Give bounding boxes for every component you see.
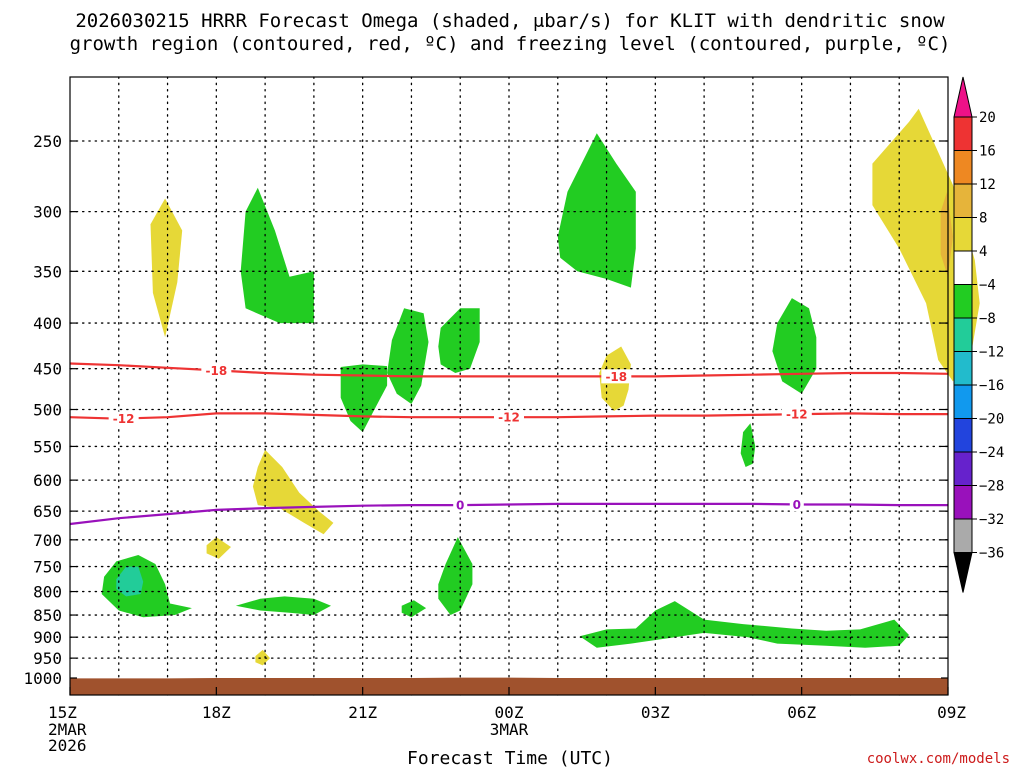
y-tick-label-850: 850	[33, 606, 62, 625]
colorbar-box-3	[953, 217, 973, 252]
x-tick-label-1: 18Z	[202, 703, 231, 722]
colorbar-label-7: −12	[979, 345, 1004, 361]
colorbar-box-2	[953, 183, 973, 218]
colorbar-label-13: −36	[979, 546, 1004, 562]
contour-label-bg-1-2	[781, 407, 812, 422]
contour-label-2-0: 0	[456, 499, 464, 513]
colorbar-legend: 20 16 12 8 4 −4 −8 −12 −16 −20 −24 −28 −32 −36	[953, 76, 1004, 593]
colorbar-label-1: 16	[979, 144, 996, 160]
x-tick-sublabel-0-0: 2MAR	[48, 720, 87, 739]
y-tick-label-900: 900	[33, 628, 62, 647]
omega-area-8	[740, 423, 756, 467]
site-credit: coolwx.com/models	[867, 751, 1010, 767]
omega-area-18	[579, 601, 909, 648]
x-tick-sublabel-3-0: 3MAR	[490, 720, 529, 739]
colorbar-label-4: 4	[979, 244, 987, 260]
colorbar-box-11	[953, 485, 973, 520]
y-tick-label-300: 300	[33, 203, 62, 222]
chart-title-line-2: growth region (contoured, red, ºC) and f…	[70, 33, 951, 55]
y-tick-label-550: 550	[33, 437, 62, 456]
temperature-contours: -18 -18 -12 -12 -12 0 0	[69, 362, 949, 526]
omega-area-15	[235, 596, 331, 615]
contour-label-bg-2-0	[453, 498, 468, 513]
colorbar-box-7	[953, 351, 973, 386]
y-tick-label-600: 600	[33, 471, 62, 490]
colorbar-box-10	[953, 451, 973, 486]
chart-title-line-1: 2026030215 HRRR Forecast Omega (shaded, …	[75, 10, 945, 32]
omega-area-0	[150, 198, 183, 338]
plot-gridlines	[69, 76, 949, 696]
contour-label-2-1: 0	[793, 498, 801, 512]
contour-label-1-2: -12	[786, 408, 808, 422]
x-tick-label-0: 15Z	[48, 703, 77, 722]
y-tick-label-700: 700	[33, 531, 62, 550]
omega-area-9	[872, 108, 980, 382]
omega-area-16	[401, 600, 427, 618]
x-tick-label-6: 09Z	[937, 703, 966, 722]
colorbar-box-6	[953, 317, 973, 352]
omega-area-17	[438, 537, 473, 615]
x-tick-label-5: 06Z	[787, 703, 816, 722]
colorbar-box-0	[953, 116, 973, 151]
contour-label-1-1: -12	[498, 411, 520, 425]
contour-label-0-1: -18	[605, 370, 627, 384]
contour-label-bg-1-1	[494, 410, 524, 425]
colorbar-label-8: −16	[979, 378, 1004, 394]
y-tick-label-800: 800	[33, 583, 62, 602]
omega-area-10	[940, 191, 953, 277]
x-axis-title: Forecast Time (UTC)	[407, 748, 613, 768]
colorbar-box-5	[953, 284, 973, 319]
y-tick-label-1000: 1000	[23, 669, 62, 688]
y-tick-label-750: 750	[33, 558, 62, 577]
omega-area-7	[772, 298, 817, 394]
omega-area-2	[387, 308, 429, 404]
colorbar-label-3: 8	[979, 211, 987, 227]
colorbar-label-0: 20	[979, 110, 996, 126]
contour-label-0-0: -18	[205, 364, 227, 378]
omega-area-12	[206, 537, 231, 559]
omega-area-3	[438, 308, 480, 373]
contour-label-bg-0-1	[601, 369, 632, 384]
contour-label-bg-2-1	[789, 497, 804, 512]
colorbar-label-5: −4	[979, 278, 996, 294]
contour-label-1-0: -12	[113, 412, 135, 426]
omega-area-14	[116, 566, 144, 597]
colorbar-label-10: −24	[979, 445, 1004, 461]
contour-label-bg-1-0	[108, 411, 139, 426]
colorbar-label-12: −32	[979, 512, 1004, 528]
colorbar-label-9: −20	[979, 412, 1004, 428]
omega-area-1	[240, 187, 314, 324]
colorbar-label-11: −28	[979, 479, 1004, 495]
terrain-surface	[70, 677, 948, 695]
contour-label-bg-0-0	[201, 363, 232, 378]
x-tick-label-3: 00Z	[495, 703, 524, 722]
colorbar-box-4	[953, 250, 973, 285]
omega-area-19	[255, 649, 270, 666]
y-axis-pressure: 250 300 350 400 450 500 550 600 650 700 750 800 850 9…	[23, 132, 948, 688]
colorbar-top-triangle	[953, 76, 973, 118]
colorbar-label-2: 12	[979, 177, 996, 193]
omega-shaded-areas	[101, 108, 980, 666]
colorbar-box-8	[953, 384, 973, 419]
y-tick-label-450: 450	[33, 360, 62, 379]
omega-area-13	[101, 555, 192, 618]
y-tick-label-500: 500	[33, 401, 62, 420]
x-tick-label-4: 03Z	[641, 703, 670, 722]
y-tick-label-350: 350	[33, 262, 62, 281]
y-tick-label-650: 650	[33, 502, 62, 521]
colorbar-box-12	[953, 518, 973, 553]
colorbar-label-6: −8	[979, 311, 996, 327]
colorbar-box-1	[953, 150, 973, 185]
y-tick-label-950: 950	[33, 649, 62, 668]
y-tick-label-400: 400	[33, 314, 62, 333]
terrain-fill	[70, 677, 948, 695]
x-tick-label-2: 21Z	[348, 703, 377, 722]
y-tick-label-250: 250	[33, 132, 62, 151]
omega-area-5	[557, 133, 636, 288]
colorbar-box-9	[953, 418, 973, 453]
colorbar-bottom-triangle	[953, 552, 973, 593]
x-tick-sublabel-0-1: 2026	[48, 736, 87, 755]
